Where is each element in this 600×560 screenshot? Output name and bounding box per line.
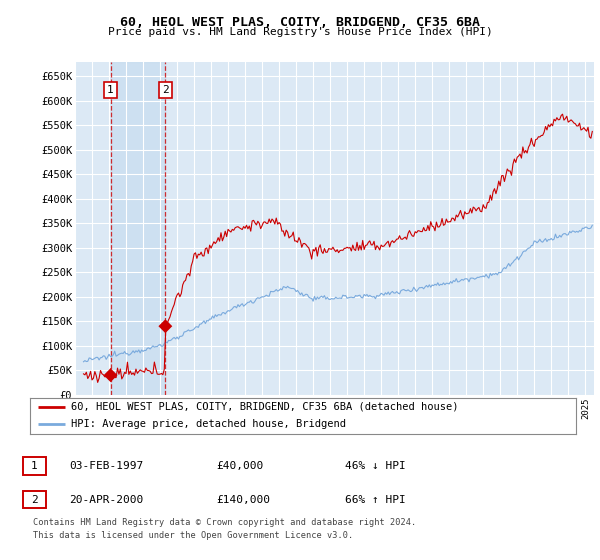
Bar xyxy=(110,62,166,395)
Text: Price paid vs. HM Land Registry's House Price Index (HPI): Price paid vs. HM Land Registry's House … xyxy=(107,27,493,37)
Text: £40,000: £40,000 xyxy=(216,461,263,471)
Point xyxy=(161,321,170,330)
Text: 60, HEOL WEST PLAS, COITY, BRIDGEND, CF35 6BA (detached house): 60, HEOL WEST PLAS, COITY, BRIDGEND, CF3… xyxy=(71,402,458,412)
Text: 2: 2 xyxy=(162,85,169,95)
Text: 1: 1 xyxy=(107,85,114,95)
Point xyxy=(106,371,115,380)
Text: HPI: Average price, detached house, Bridgend: HPI: Average price, detached house, Brid… xyxy=(71,419,346,429)
Text: 2: 2 xyxy=(31,494,38,505)
Text: 46% ↓ HPI: 46% ↓ HPI xyxy=(345,461,406,471)
Text: 03-FEB-1997: 03-FEB-1997 xyxy=(69,461,143,471)
Text: £140,000: £140,000 xyxy=(216,494,270,505)
Text: 66% ↑ HPI: 66% ↑ HPI xyxy=(345,494,406,505)
Text: 20-APR-2000: 20-APR-2000 xyxy=(69,494,143,505)
Text: Contains HM Land Registry data © Crown copyright and database right 2024.
This d: Contains HM Land Registry data © Crown c… xyxy=(33,519,416,540)
Text: 60, HEOL WEST PLAS, COITY, BRIDGEND, CF35 6BA: 60, HEOL WEST PLAS, COITY, BRIDGEND, CF3… xyxy=(120,16,480,29)
Text: 1: 1 xyxy=(31,461,38,471)
